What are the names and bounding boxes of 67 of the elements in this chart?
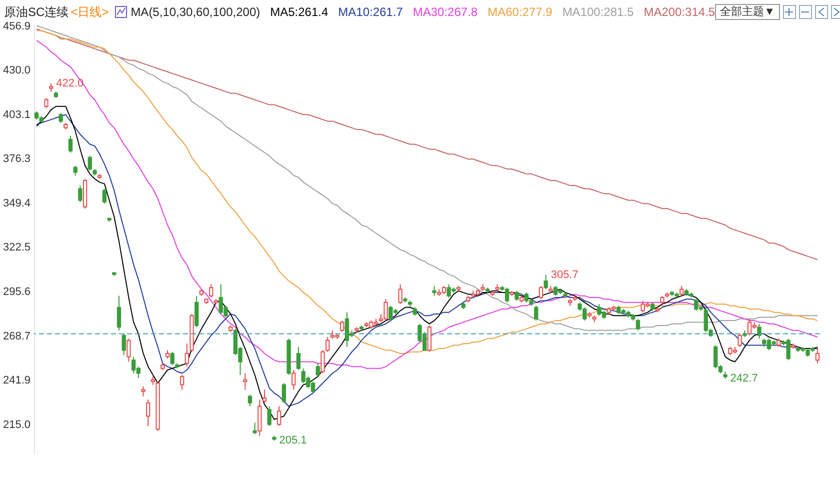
y-tick-label: 322.5 bbox=[2, 242, 30, 254]
candlestick bbox=[146, 399, 150, 426]
text: MA200:314.5 bbox=[644, 5, 716, 19]
candlestick bbox=[180, 374, 184, 390]
candlestick bbox=[432, 285, 436, 296]
candlestick bbox=[116, 295, 122, 331]
candlestick bbox=[514, 290, 519, 302]
candlestick bbox=[267, 406, 272, 426]
candlestick bbox=[316, 362, 320, 378]
y-tick-label: 241.9 bbox=[2, 374, 30, 387]
candlestick bbox=[170, 351, 174, 366]
candlestick bbox=[427, 324, 432, 352]
candlestick bbox=[320, 350, 325, 374]
candlestick bbox=[58, 112, 63, 124]
candlestick bbox=[194, 295, 199, 328]
candlestick bbox=[340, 320, 344, 333]
legend-title: MA(5,10,30,60,100,200) bbox=[130, 5, 260, 19]
y-tick-label: 430.0 bbox=[2, 64, 30, 77]
annotation: 305.7 bbox=[550, 268, 578, 281]
candlestick bbox=[296, 346, 301, 370]
candlestick bbox=[738, 333, 742, 348]
candlestick bbox=[534, 305, 538, 322]
candlestick bbox=[292, 369, 296, 390]
text: MA60:277.9 bbox=[488, 5, 552, 19]
candlestick bbox=[88, 155, 92, 172]
y-tick-label: 215.0 bbox=[2, 418, 30, 431]
candlestick bbox=[325, 336, 330, 352]
text: MA5:261.4 bbox=[270, 5, 328, 19]
candlestick bbox=[126, 338, 131, 362]
candlestick bbox=[544, 274, 548, 290]
candlestick bbox=[248, 394, 252, 407]
y-tick-label: 349.4 bbox=[2, 197, 30, 210]
candlestick bbox=[757, 323, 762, 340]
candlestick bbox=[262, 389, 267, 404]
line-series bbox=[36, 28, 818, 260]
text: MA30:267.8 bbox=[412, 5, 478, 19]
candlestick bbox=[398, 284, 402, 305]
candlestick bbox=[252, 422, 257, 435]
candlestick bbox=[141, 386, 146, 397]
candlestick bbox=[636, 318, 640, 331]
candlestick bbox=[122, 333, 126, 356]
text: 全部主题▼ bbox=[715, 4, 780, 20]
candlestick bbox=[276, 406, 282, 426]
y-tick-label: 456.9 bbox=[2, 20, 30, 32]
candlestick bbox=[78, 184, 82, 202]
annotation: 422.0 bbox=[56, 77, 84, 90]
annotation: 205.1 bbox=[279, 434, 307, 447]
candlestick bbox=[44, 98, 48, 109]
candlestick bbox=[184, 343, 189, 368]
text: MA100:281.5 bbox=[562, 5, 634, 19]
candlestick bbox=[102, 188, 107, 204]
candlestick bbox=[209, 284, 214, 298]
y-tick-label: 403.1 bbox=[2, 108, 30, 121]
candlestick bbox=[815, 346, 820, 364]
candlestick bbox=[73, 165, 78, 176]
candlestick bbox=[680, 285, 684, 296]
candlestick bbox=[68, 136, 73, 154]
candlestick bbox=[538, 285, 544, 300]
candlestick bbox=[243, 372, 248, 390]
candlestick bbox=[282, 382, 286, 404]
chart-title: 原油SC连续 bbox=[4, 4, 69, 20]
y-tick-label: 268.7 bbox=[2, 330, 30, 342]
y-tick-label: 376.3 bbox=[2, 153, 30, 166]
text: MA10:261.7 bbox=[338, 5, 403, 19]
y-tick-label: 295.6 bbox=[2, 286, 30, 298]
chart-subtitle: <日线> bbox=[70, 4, 109, 20]
annotation: 242.7 bbox=[730, 372, 758, 385]
